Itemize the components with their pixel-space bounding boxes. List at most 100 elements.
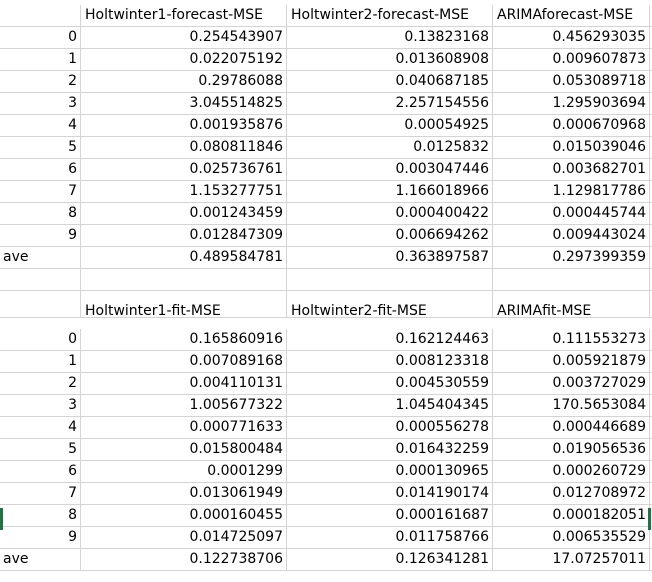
value-cell[interactable]: 0.040687185 xyxy=(287,71,493,92)
column-header-arima-fit[interactable]: ARIMAfit-MSE xyxy=(493,291,650,319)
column-header-holtwinter1-fit[interactable]: Holtwinter1-fit-MSE xyxy=(81,291,287,319)
cell[interactable] xyxy=(81,269,287,290)
cell[interactable] xyxy=(0,269,81,290)
row-index-cell[interactable]: 4 xyxy=(0,115,81,136)
row-index-cell[interactable]: 6 xyxy=(0,159,81,180)
value-cell[interactable]: 1.153277751 xyxy=(81,181,287,202)
value-cell[interactable]: 0.007089168 xyxy=(81,351,287,372)
row-index-cell[interactable]: 8 xyxy=(0,203,81,224)
row-index-cell[interactable]: 3 xyxy=(0,395,81,416)
value-cell[interactable]: 0.003047446 xyxy=(287,159,493,180)
average-value-cell[interactable]: 0.363897587 xyxy=(287,247,493,268)
value-cell[interactable]: 0.165860916 xyxy=(81,329,287,350)
value-cell[interactable]: 0.000445744 xyxy=(493,203,650,224)
value-cell[interactable]: 1.295903694 xyxy=(493,93,650,114)
value-cell[interactable]: 0.015800484 xyxy=(81,439,287,460)
row-index-cell[interactable]: 9 xyxy=(0,225,81,246)
value-cell[interactable]: 0.011758766 xyxy=(287,527,493,548)
row-index-cell[interactable]: 1 xyxy=(0,351,81,372)
value-cell[interactable]: 0.000670968 xyxy=(493,115,650,136)
value-cell[interactable]: 0.006694262 xyxy=(287,225,493,246)
value-cell[interactable]: 0.019056536 xyxy=(493,439,650,460)
row-index-cell[interactable]: 7 xyxy=(0,181,81,202)
value-cell[interactable]: 0.009443024 xyxy=(493,225,650,246)
value-cell[interactable]: 1.166018966 xyxy=(287,181,493,202)
column-header-arima-forecast[interactable]: ARIMAforecast-MSE xyxy=(493,5,650,26)
average-value-cell[interactable]: 0.126341281 xyxy=(287,549,493,570)
value-cell[interactable]: 0.000556278 xyxy=(287,417,493,438)
value-cell[interactable]: 0.012847309 xyxy=(81,225,287,246)
value-cell[interactable]: 0.000260729 xyxy=(493,461,650,482)
row-index-cell[interactable]: 2 xyxy=(0,373,81,394)
value-cell[interactable]: 0.29786088 xyxy=(81,71,287,92)
value-cell[interactable]: 0.025736761 xyxy=(81,159,287,180)
value-cell[interactable]: 0.053089718 xyxy=(493,71,650,92)
value-cell[interactable]: 0.13823168 xyxy=(287,27,493,48)
value-cell[interactable]: 0.000771633 xyxy=(81,417,287,438)
value-cell[interactable]: 0.0001299 xyxy=(81,461,287,482)
average-value-cell[interactable]: 17.07257011 xyxy=(493,549,650,570)
value-cell[interactable]: 1.129817786 xyxy=(493,181,650,202)
value-cell[interactable]: 0.016432259 xyxy=(287,439,493,460)
value-cell[interactable]: 0.000160455 xyxy=(81,505,287,526)
value-cell[interactable]: 0.003682701 xyxy=(493,159,650,180)
average-label-cell[interactable]: ave xyxy=(0,549,81,570)
value-cell[interactable]: 0.000400422 xyxy=(287,203,493,224)
value-cell[interactable]: 0.009607873 xyxy=(493,49,650,70)
value-cell[interactable]: 0.0125832 xyxy=(287,137,493,158)
value-cell[interactable]: 0.004110131 xyxy=(81,373,287,394)
value-cell[interactable]: 0.013061949 xyxy=(81,483,287,504)
row-index-cell[interactable]: 8 xyxy=(0,505,81,526)
cell[interactable] xyxy=(287,269,493,290)
row-index-cell[interactable]: 0 xyxy=(0,27,81,48)
value-cell[interactable]: 0.001935876 xyxy=(81,115,287,136)
value-cell[interactable]: 0.000130965 xyxy=(287,461,493,482)
value-cell[interactable]: 0.00054925 xyxy=(287,115,493,136)
column-header-holtwinter2-fit[interactable]: Holtwinter2-fit-MSE xyxy=(287,291,493,319)
value-cell[interactable]: 0.004530559 xyxy=(287,373,493,394)
value-cell[interactable]: 0.000446689 xyxy=(493,417,650,438)
value-cell[interactable]: 0.080811846 xyxy=(81,137,287,158)
cell[interactable] xyxy=(0,5,81,26)
value-cell[interactable]: 1.045404345 xyxy=(287,395,493,416)
value-cell[interactable]: 2.257154556 xyxy=(287,93,493,114)
average-label-cell[interactable]: ave xyxy=(0,247,81,268)
average-value-cell[interactable]: 0.489584781 xyxy=(81,247,287,268)
value-cell[interactable]: 0.013608908 xyxy=(287,49,493,70)
cell[interactable] xyxy=(493,269,650,290)
average-value-cell[interactable]: 0.122738706 xyxy=(81,549,287,570)
average-value-cell[interactable]: 0.297399359 xyxy=(493,247,650,268)
value-cell[interactable]: 0.015039046 xyxy=(493,137,650,158)
column-header-holtwinter2-forecast[interactable]: Holtwinter2-forecast-MSE xyxy=(287,5,493,26)
value-cell[interactable]: 0.000182051 xyxy=(493,505,650,526)
row-index-cell[interactable]: 3 xyxy=(0,93,81,114)
column-header-holtwinter1-forecast[interactable]: Holtwinter1-forecast-MSE xyxy=(81,5,287,26)
row-index-cell[interactable]: 0 xyxy=(0,329,81,350)
row-index-cell[interactable]: 7 xyxy=(0,483,81,504)
value-cell[interactable]: 0.014190174 xyxy=(287,483,493,504)
value-cell[interactable]: 1.005677322 xyxy=(81,395,287,416)
value-cell[interactable]: 0.006535529 xyxy=(493,527,650,548)
row-index-cell[interactable]: 5 xyxy=(0,439,81,460)
value-cell[interactable]: 0.022075192 xyxy=(81,49,287,70)
row-index-cell[interactable]: 2 xyxy=(0,71,81,92)
cell[interactable] xyxy=(0,291,81,317)
value-cell[interactable]: 0.001243459 xyxy=(81,203,287,224)
row-index-cell[interactable]: 5 xyxy=(0,137,81,158)
value-cell[interactable]: 0.456293035 xyxy=(493,27,650,48)
value-cell[interactable]: 0.111553273 xyxy=(493,329,650,350)
row-index-cell[interactable]: 6 xyxy=(0,461,81,482)
row-index-cell[interactable]: 9 xyxy=(0,527,81,548)
value-cell[interactable]: 0.012708972 xyxy=(493,483,650,504)
value-cell[interactable]: 0.254543907 xyxy=(81,27,287,48)
value-cell[interactable]: 0.162124463 xyxy=(287,329,493,350)
value-cell[interactable]: 170.5653084 xyxy=(493,395,650,416)
value-cell[interactable]: 0.005921879 xyxy=(493,351,650,372)
row-index-cell[interactable]: 4 xyxy=(0,417,81,438)
row-index-cell[interactable]: 1 xyxy=(0,49,81,70)
value-cell[interactable]: 3.045514825 xyxy=(81,93,287,114)
value-cell[interactable]: 0.003727029 xyxy=(493,373,650,394)
value-cell[interactable]: 0.014725097 xyxy=(81,527,287,548)
value-cell[interactable]: 0.000161687 xyxy=(287,505,493,526)
value-cell[interactable]: 0.008123318 xyxy=(287,351,493,372)
